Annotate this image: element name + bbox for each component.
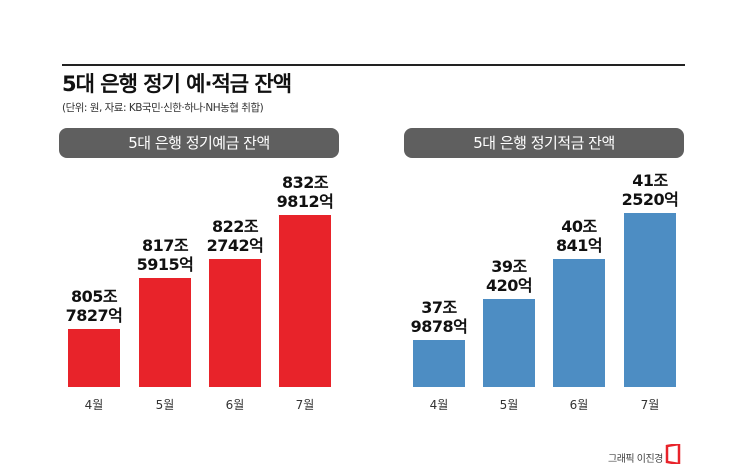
savings-month-label-4: 7월 (641, 398, 660, 412)
deposit-data-label-4-line-1: 832조 (282, 173, 329, 192)
savings-data-label-1-line-1: 37조 (421, 298, 457, 317)
deposit-bar-4 (279, 215, 331, 387)
savings-bar-2 (483, 299, 535, 387)
savings-month-label-3: 6월 (570, 398, 589, 412)
savings-bar-3 (553, 259, 605, 387)
savings-data-label-4-line-2: 2520억 (622, 190, 679, 209)
graphic-credit: 그래픽 이진경 (608, 454, 663, 465)
publisher-logo-icon (665, 444, 681, 464)
deposit-bar-3 (209, 259, 261, 387)
deposit-data-label-1-line-2: 7827억 (66, 306, 123, 325)
page-subtitle: (단위: 원, 자료: KB국민·신한·하나·NH농협 취합) (62, 102, 264, 114)
savings-data-label-4-line-1: 41조 (632, 171, 668, 190)
deposit-data-label-4-line-2: 9812억 (277, 192, 334, 211)
deposit-chart-title: 5대 은행 정기예금 잔액 (59, 128, 339, 158)
savings-month-label-1: 4월 (430, 398, 449, 412)
deposit-data-label-1-line-1: 805조 (71, 287, 118, 306)
savings-bar-1 (413, 340, 465, 387)
deposit-month-label-4: 7월 (296, 398, 315, 412)
savings-data-label-1-line-2: 9878억 (411, 317, 468, 336)
deposit-month-label-3: 6월 (226, 398, 245, 412)
deposit-data-label-2-line-2: 5915억 (137, 255, 194, 274)
deposit-bar-2 (139, 278, 191, 387)
savings-chart-title: 5대 은행 정기적금 잔액 (404, 128, 684, 158)
savings-data-label-2-line-2: 420억 (486, 276, 532, 295)
top-rule (62, 64, 685, 66)
deposit-bar-1 (68, 329, 120, 387)
deposit-month-label-2: 5월 (156, 398, 175, 412)
deposit-data-label-3-line-1: 822조 (212, 217, 259, 236)
savings-data-label-3-line-1: 40조 (561, 217, 597, 236)
savings-data-label-2-line-1: 39조 (491, 257, 527, 276)
savings-month-label-2: 5월 (500, 398, 519, 412)
savings-bar-4 (624, 213, 676, 387)
deposit-data-label-2-line-1: 817조 (142, 236, 189, 255)
deposit-month-label-1: 4월 (85, 398, 104, 412)
page-title: 5대 은행 정기 예·적금 잔액 (62, 72, 292, 96)
savings-data-label-3-line-2: 841억 (556, 236, 602, 255)
deposit-data-label-3-line-2: 2742억 (207, 236, 264, 255)
